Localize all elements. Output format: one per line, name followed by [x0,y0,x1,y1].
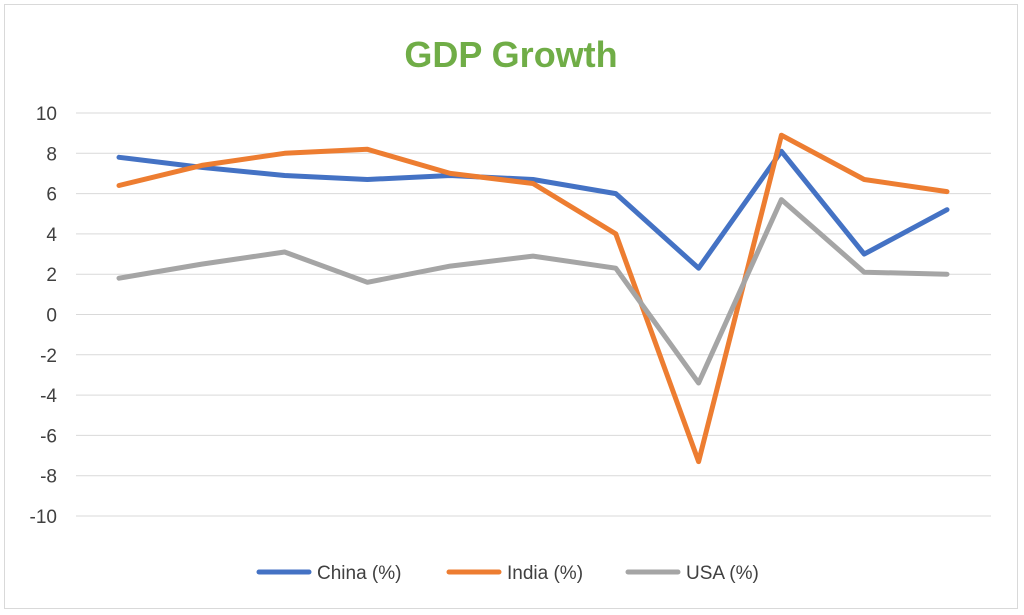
legend-label: India (%) [507,563,583,584]
legend-item: India (%) [446,563,583,584]
legend-item: USA (%) [625,563,759,584]
y-tick-label: 10 [36,104,57,125]
y-tick-label: -8 [40,467,57,488]
series-lines [116,132,950,465]
series-line-india [116,132,950,465]
y-tick-label: -6 [40,426,57,447]
chart-svg: GDP Growth 10 8 6 4 2 0 -2 -4 -6 -8 -10 China (%) I… [30,34,991,584]
y-axis-ticks: 10 8 6 4 2 0 -2 -4 -6 -8 -10 [30,104,58,528]
y-tick-label: 0 [46,306,57,327]
gridlines [76,112,991,517]
chart-title: GDP Growth [404,34,617,75]
series-line-china [116,148,950,271]
legend-label: USA (%) [686,563,759,584]
y-tick-label: 4 [46,225,57,246]
y-tick-label: -4 [40,386,57,407]
y-tick-label: -10 [30,507,57,528]
y-tick-label: -2 [40,346,57,367]
legend: China (%) India (%) USA (%) [256,563,759,584]
y-tick-label: 6 [46,185,57,206]
y-tick-label: 2 [46,265,57,286]
y-tick-label: 8 [46,144,57,165]
legend-label: China (%) [317,563,401,584]
series-line-usa [116,197,950,386]
legend-item: China (%) [256,563,401,584]
chart-area: GDP Growth 10 8 6 4 2 0 -2 -4 -6 -8 -10 China (%) I… [4,4,1018,609]
